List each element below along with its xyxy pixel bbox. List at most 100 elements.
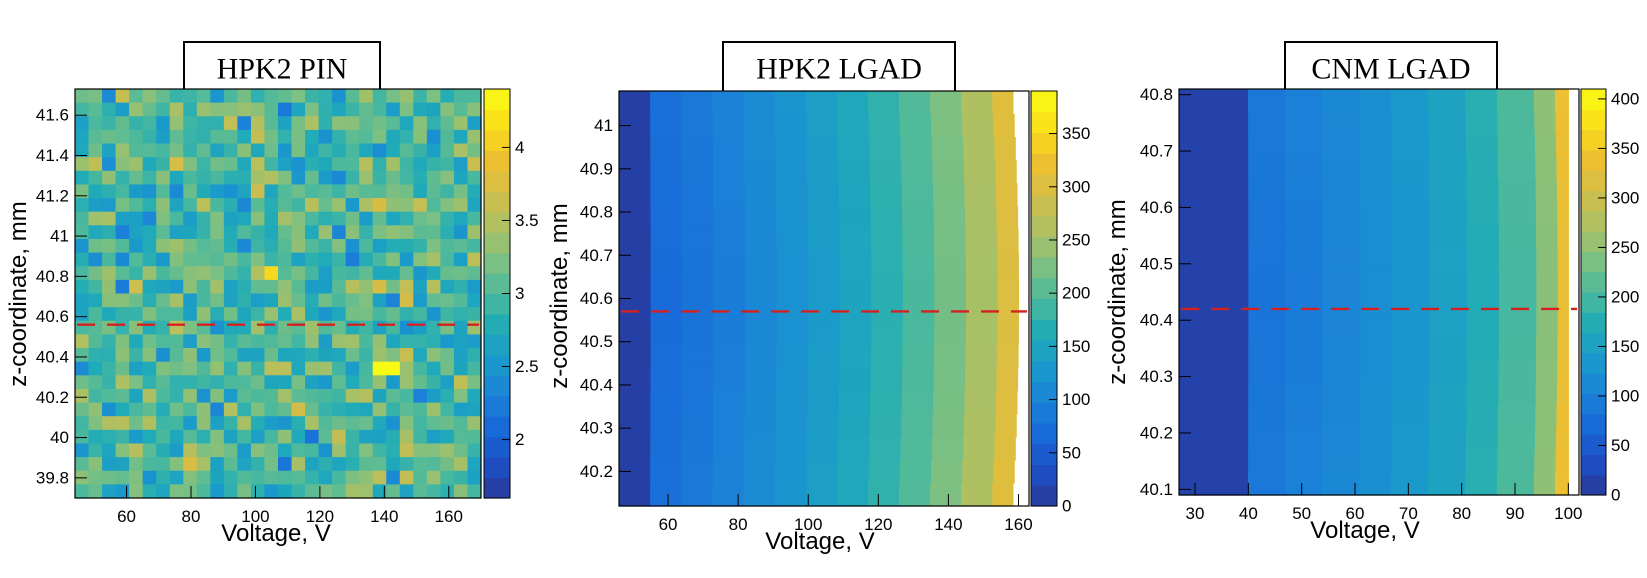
heatmap-cell [250, 443, 266, 458]
heatmap-cell [156, 157, 171, 172]
heatmap-cell [1285, 89, 1323, 113]
heatmap-cell [426, 211, 441, 226]
colorbar-axis: 0 50 100 150 200 250 300 350 [1049, 124, 1090, 516]
heatmap-cell [237, 375, 252, 390]
heatmap-cell [1429, 269, 1468, 293]
heatmap-cell [413, 416, 428, 431]
heatmap-cell [1322, 382, 1361, 406]
heatmap-cell [964, 390, 997, 415]
heatmap-cell [264, 184, 279, 199]
heatmap-cell [291, 457, 306, 472]
heatmap-cell [399, 402, 414, 417]
heatmap-cell [386, 279, 401, 295]
heatmap-cell [372, 416, 387, 431]
heatmap-cell [1390, 89, 1429, 113]
heatmap-cell [291, 334, 306, 349]
heatmap-cell [345, 170, 360, 186]
heatmap-cell [318, 334, 333, 349]
heatmap-cell [399, 116, 414, 131]
heatmap-cell [115, 361, 130, 376]
heatmap-cell [372, 211, 387, 226]
heatmap-cell [359, 429, 374, 445]
heatmap-cell [743, 482, 776, 507]
heatmap-cell [156, 388, 171, 404]
heatmap-cell [359, 402, 374, 417]
heatmap-cell [1322, 179, 1361, 203]
heatmap-cell [871, 252, 904, 277]
heatmap-cell [291, 375, 306, 390]
colorbar-segment [1581, 210, 1606, 232]
heatmap-cell [88, 129, 103, 145]
heatmap-cell [399, 238, 414, 254]
heatmap-cell [332, 416, 347, 431]
heatmap-cell [223, 266, 238, 281]
heatmap-cell [713, 390, 746, 415]
heatmap-cell [681, 436, 714, 461]
heatmap-cell [399, 375, 414, 390]
heatmap-cell [1391, 382, 1430, 406]
heatmap-cell [965, 229, 998, 253]
heatmap-cell [169, 116, 184, 131]
heatmap-cell [681, 137, 714, 161]
heatmap-cell [210, 170, 225, 186]
heatmap-cell [291, 129, 306, 145]
heatmap-cell [223, 279, 238, 295]
heatmap-cell [237, 279, 252, 295]
heatmap-cell [1322, 359, 1361, 383]
heatmap-cell [681, 413, 714, 438]
heatmap-cell [453, 457, 469, 472]
heatmap-cell [413, 429, 428, 445]
heatmap-cell [250, 211, 266, 226]
heatmap-cell [650, 91, 682, 115]
heatmap-cell [318, 102, 333, 117]
heatmap-cell [75, 361, 90, 376]
heatmap-cell [386, 157, 401, 172]
heatmap-cell [1496, 89, 1535, 113]
heatmap-cell [183, 375, 198, 390]
heatmap-cell [129, 238, 144, 254]
heatmap-cell [169, 334, 184, 349]
heatmap-cell [996, 183, 1018, 207]
heatmap-cell [210, 375, 225, 390]
heatmap-cell [1466, 404, 1499, 428]
heatmap-cell [237, 102, 252, 117]
heatmap-cell [183, 102, 198, 117]
heatmap-cell [868, 459, 901, 484]
heatmap-cell [345, 307, 360, 322]
heatmap-cell [75, 307, 90, 322]
heatmap-cell [808, 229, 841, 253]
heatmap-cell [75, 457, 90, 472]
heatmap-cell [359, 470, 374, 485]
heatmap-cell [1390, 472, 1429, 496]
y-tick-label: 41.2 [36, 186, 69, 205]
heatmap-cell [681, 114, 714, 138]
heatmap-cell [1557, 269, 1569, 293]
heatmap-cell [934, 321, 967, 346]
heatmap-cell [997, 275, 1020, 300]
heatmap-cell [1557, 337, 1569, 361]
heatmap-cell [745, 275, 778, 300]
heatmap-cell [1359, 427, 1393, 451]
heatmap-cell [183, 388, 198, 404]
heatmap-cell [129, 129, 144, 145]
heatmap-cell [440, 484, 455, 499]
heatmap-cell [745, 229, 778, 253]
y-tick-label: 41.6 [36, 106, 69, 125]
heatmap-cell [142, 238, 157, 254]
heatmap-cell [223, 129, 238, 145]
heatmap-cell [399, 279, 414, 295]
heatmap-cell [359, 388, 374, 404]
heatmap-cell [75, 416, 90, 431]
heatmap-cell [934, 298, 967, 323]
heatmap-cell [318, 143, 333, 158]
heatmap-cell [619, 206, 652, 230]
heatmap-cell [264, 238, 279, 254]
heatmap-cell [839, 298, 872, 323]
heatmap-cell [196, 279, 211, 295]
heatmap-cell [142, 102, 157, 117]
heatmap-cell [183, 457, 198, 472]
heatmap-cell [264, 279, 279, 295]
colorbar-segment [1031, 443, 1057, 466]
heatmap-cell [1360, 359, 1393, 383]
heatmap-cell [88, 252, 103, 267]
